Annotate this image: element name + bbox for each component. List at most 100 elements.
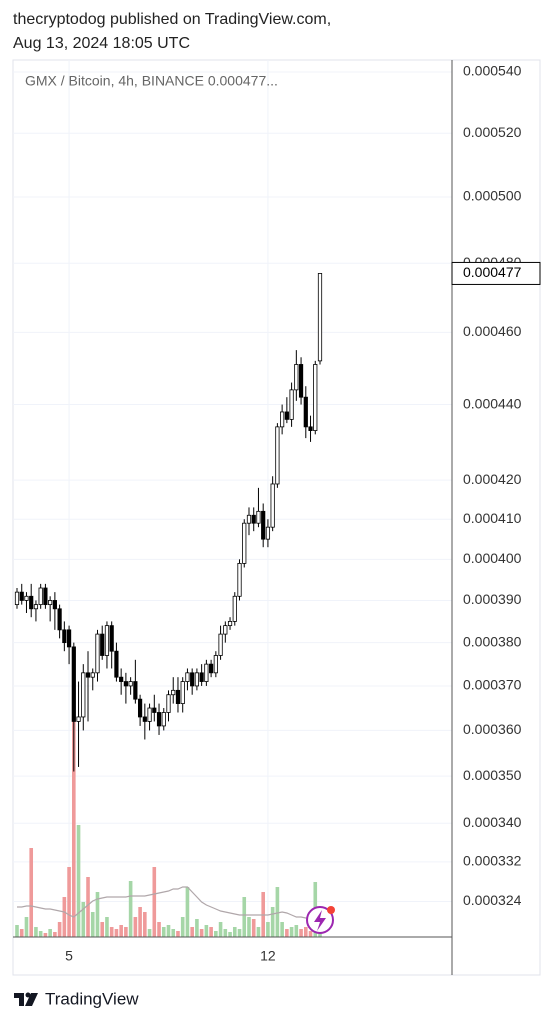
candle-body bbox=[199, 672, 204, 682]
volume-bar bbox=[57, 922, 62, 937]
volume-bar bbox=[232, 927, 237, 937]
y-tick-label: 0.000350 bbox=[463, 767, 522, 783]
candle-body bbox=[71, 646, 76, 722]
volume-bar bbox=[119, 925, 123, 937]
candle-body bbox=[289, 389, 294, 420]
candle-body bbox=[62, 629, 67, 644]
candle-body bbox=[90, 672, 95, 678]
chart-frame bbox=[12, 59, 541, 976]
volume-bar bbox=[299, 929, 303, 937]
candle-body bbox=[19, 591, 24, 601]
y-tick-label: 0.000370 bbox=[463, 677, 522, 693]
candle-body bbox=[24, 595, 29, 601]
candle-body bbox=[242, 522, 247, 564]
volume-bar bbox=[218, 922, 223, 937]
volume-ma-line bbox=[17, 886, 320, 920]
volume-bar bbox=[90, 912, 95, 937]
volume-bar bbox=[62, 897, 67, 937]
volume-bar bbox=[270, 907, 275, 937]
volume-bar bbox=[190, 927, 194, 937]
plot bbox=[13, 60, 452, 937]
candle-body bbox=[303, 396, 308, 428]
candle-body bbox=[123, 681, 128, 687]
candle-body bbox=[119, 676, 124, 682]
volume-bar bbox=[266, 922, 270, 937]
volume-bar bbox=[76, 825, 81, 937]
candle-body bbox=[14, 591, 20, 606]
volume-bar bbox=[81, 902, 86, 937]
candle-body bbox=[284, 411, 289, 420]
volume-bar bbox=[209, 927, 213, 937]
last-price-box bbox=[451, 261, 541, 285]
candle-body bbox=[204, 663, 209, 682]
volume-bar bbox=[256, 927, 261, 937]
volume-bar bbox=[67, 867, 71, 937]
x-tick-label: 5 bbox=[65, 948, 73, 964]
volume-bar bbox=[214, 931, 218, 937]
volume-bar bbox=[53, 932, 57, 937]
candle-body bbox=[280, 411, 285, 428]
y-tick-label: 0.000540 bbox=[463, 63, 522, 79]
candle-body bbox=[29, 595, 34, 610]
volume-bar bbox=[147, 929, 152, 937]
volume-bar bbox=[228, 932, 232, 937]
volume-bar bbox=[303, 927, 308, 937]
candle-body bbox=[298, 364, 304, 398]
candle-body bbox=[190, 672, 195, 687]
volume-bar bbox=[48, 929, 52, 937]
date-line: Aug 13, 2024 18:05 UTC bbox=[13, 35, 190, 52]
candle-body bbox=[237, 562, 242, 597]
candle-body bbox=[223, 625, 228, 635]
candle-body bbox=[38, 587, 43, 606]
candle-body bbox=[294, 364, 299, 391]
y-tick-label: 0.000360 bbox=[463, 721, 522, 737]
candle-body bbox=[104, 625, 110, 656]
candle-body bbox=[171, 689, 176, 696]
volume-bar bbox=[171, 929, 176, 937]
y-tick-label: 0.000340 bbox=[463, 814, 522, 830]
y-tick-label: 0.000500 bbox=[463, 188, 522, 204]
publisher-line: thecryptodog published on TradingView.co… bbox=[13, 11, 331, 28]
volume-bar bbox=[133, 917, 138, 937]
volume-bar bbox=[15, 925, 19, 937]
volume-bar bbox=[43, 933, 48, 937]
volume-bar bbox=[109, 927, 114, 937]
candle-body bbox=[161, 712, 166, 727]
candle-body bbox=[213, 655, 218, 674]
volume-bar bbox=[199, 929, 204, 937]
candle-body bbox=[76, 716, 81, 722]
candle-body bbox=[52, 600, 57, 610]
volume-bar bbox=[180, 917, 185, 937]
candle-body bbox=[152, 707, 157, 713]
y-tick-label: 0.000410 bbox=[463, 510, 522, 526]
volume-bar bbox=[105, 917, 109, 937]
candle-body bbox=[137, 698, 143, 718]
volume-bar bbox=[223, 929, 228, 937]
volume-bar bbox=[157, 922, 161, 937]
candle-body bbox=[142, 716, 147, 722]
volume-bar bbox=[19, 929, 24, 937]
candle-body bbox=[194, 672, 200, 687]
chart-title: GMX / Bitcoin, 4h, BINANCE 0.000477... bbox=[25, 73, 278, 89]
candle-body bbox=[33, 604, 39, 610]
volume-bar bbox=[95, 892, 100, 937]
volume-bar bbox=[242, 897, 247, 937]
brand-name: TradingView bbox=[45, 989, 139, 1008]
candle-body bbox=[109, 625, 114, 652]
candle-body bbox=[227, 621, 233, 627]
volume-bar bbox=[143, 912, 147, 937]
volume-bar bbox=[289, 927, 294, 937]
volume-bar bbox=[34, 927, 38, 937]
volume-bar bbox=[285, 929, 289, 937]
candle-body bbox=[251, 514, 256, 524]
candle-body bbox=[218, 633, 223, 656]
volume-bar bbox=[308, 931, 313, 937]
y-tick-label: 0.000324 bbox=[463, 892, 522, 908]
volume-bar bbox=[128, 881, 133, 937]
volume-bar bbox=[166, 925, 171, 937]
volume-bar bbox=[275, 887, 280, 937]
candle-body bbox=[317, 273, 323, 362]
candle-body bbox=[185, 672, 190, 682]
